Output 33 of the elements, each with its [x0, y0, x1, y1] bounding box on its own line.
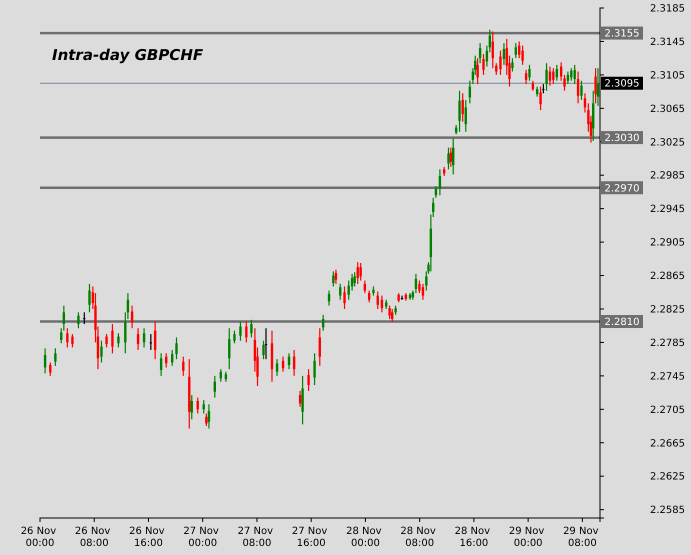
y-tick-label: 2.2865: [650, 271, 685, 282]
x-tick-label: 26 Nov 16:00: [129, 526, 168, 549]
ref-line-label: 2.3155: [604, 28, 640, 40]
x-tick-label: 27 Nov 08:00: [238, 526, 276, 549]
x-tick-label: 28 Nov 16:00: [454, 526, 494, 549]
text: Intra-day GBPCHF: [52, 46, 204, 64]
x-tick-label: 28 Nov 00:00: [346, 526, 385, 549]
y-tick-label: 2.2945: [650, 204, 685, 216]
y-tick-label: 2.3025: [650, 137, 685, 148]
y-tick-label: 2.2705: [650, 404, 685, 416]
ref-line-label: 2.3095: [604, 78, 640, 90]
ref-line-label: 2.3030: [604, 133, 640, 144]
y-tick-label: 2.2585: [650, 505, 685, 516]
x-tick-label: 28 Nov 08:00: [400, 526, 439, 549]
y-tick-label: 2.2665: [650, 438, 685, 450]
y-tick-label: 2.2985: [650, 170, 685, 182]
x-tick-label: 27 Nov 16:00: [292, 526, 330, 549]
y-tick-label: 2.3185: [650, 4, 685, 14]
x-tick-label: 29 Nov 08:00: [563, 526, 602, 549]
y-tick-label: 2.3145: [650, 36, 685, 48]
x-tick-label: 27 Nov 00:00: [183, 526, 222, 549]
ref-line-label: 2.2810: [604, 317, 640, 328]
y-tick-label: 2.3105: [650, 70, 685, 82]
x-tick-label: 26 Nov 00:00: [20, 526, 60, 549]
y-tick-label: 2.2825: [650, 304, 685, 316]
x-tick-label: 26 Nov 08:00: [74, 526, 114, 549]
y-tick-label: 2.2625: [650, 472, 685, 483]
y-tick-label: 2.2745: [650, 371, 685, 382]
y-tick-label: 2.3065: [650, 104, 685, 115]
ref-line-label: 2.2970: [604, 183, 640, 194]
x-tick-label: 29 Nov 00:00: [508, 526, 548, 549]
y-tick-label: 2.2785: [650, 338, 685, 349]
y-tick-label: 2.2905: [650, 238, 685, 249]
